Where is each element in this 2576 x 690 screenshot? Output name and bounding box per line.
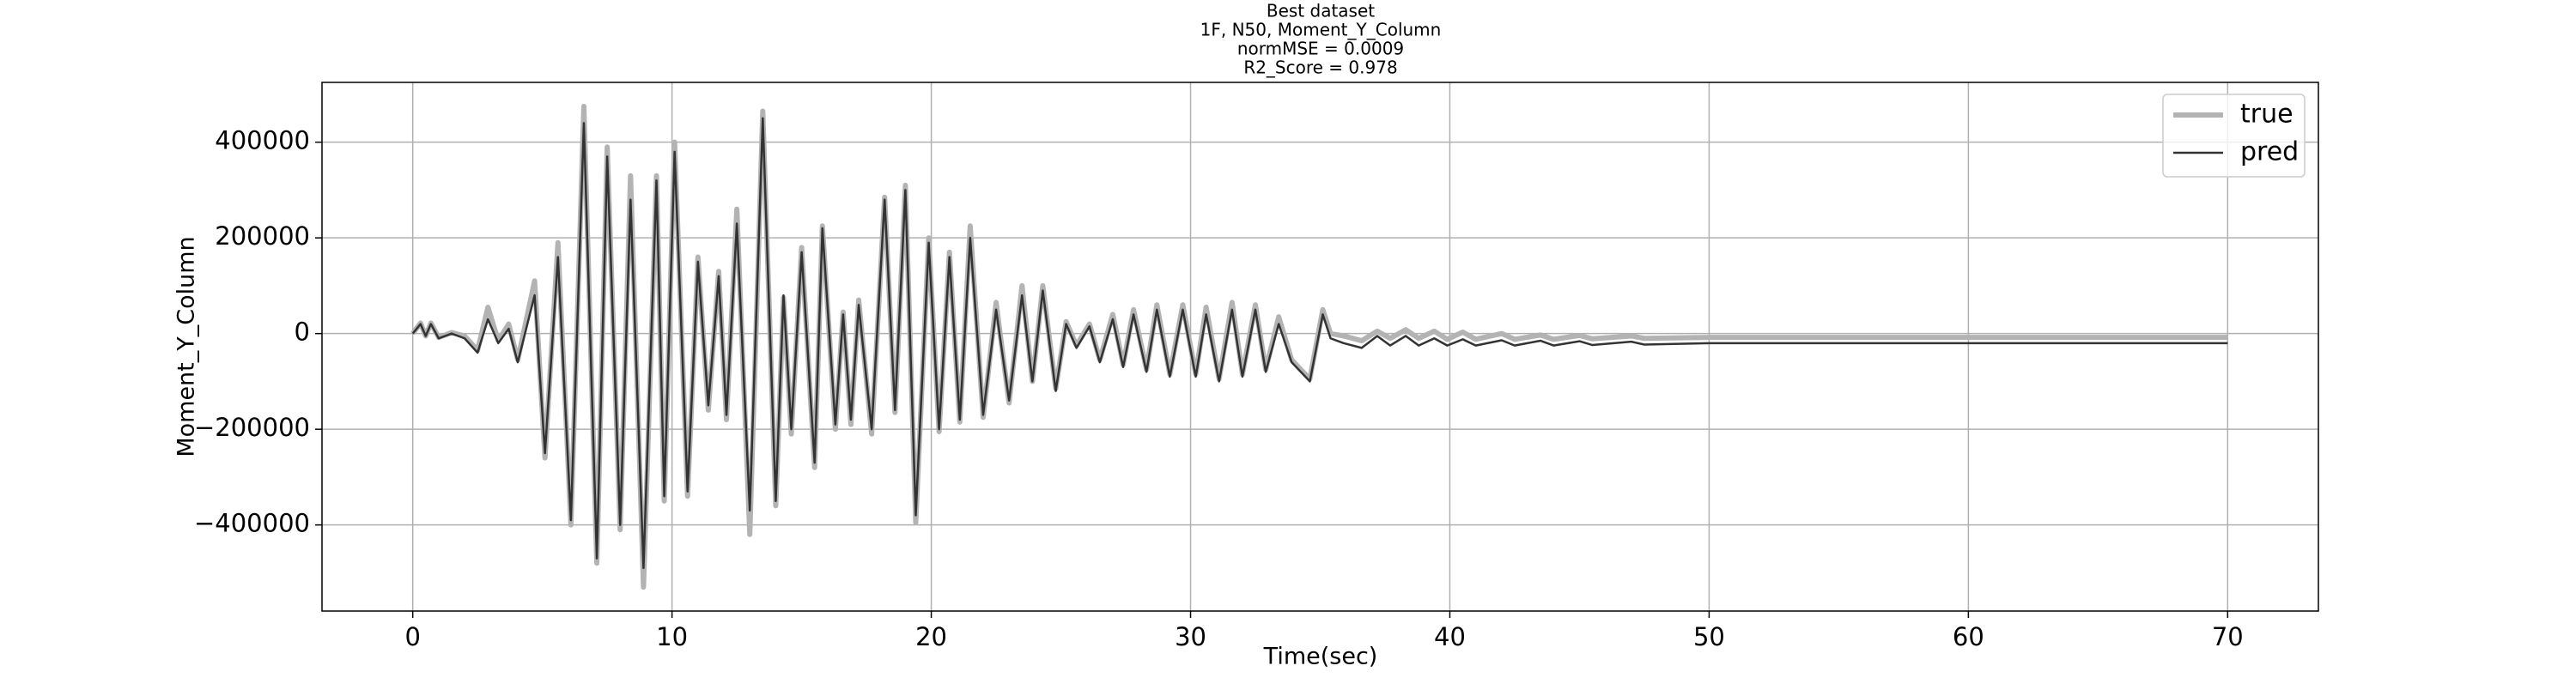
x-tick-label: 10 <box>656 622 688 651</box>
series-line <box>410 103 2228 590</box>
x-tick-label: 0 <box>404 622 420 651</box>
x-tick-label: 60 <box>1953 622 1984 651</box>
y-tick-label: 200000 <box>215 221 310 251</box>
y-axis-label: Moment_Y_Column <box>173 236 200 457</box>
chart-subtitle: 1F, N50, Moment_Y_Column <box>1200 20 1442 40</box>
x-tick-label: 20 <box>915 622 947 651</box>
y-tick-label: −400000 <box>194 509 310 538</box>
series-line <box>411 117 2228 570</box>
x-tick-label: 30 <box>1175 622 1206 651</box>
x-tick-label: 50 <box>1693 622 1725 651</box>
y-tick-label: 0 <box>295 318 310 347</box>
chart-subtitle: R2_Score = 0.978 <box>1243 58 1397 78</box>
x-axis-label: Time(sec) <box>1263 644 1378 670</box>
x-tick-label: 70 <box>2212 622 2244 651</box>
y-tick-label: 400000 <box>215 126 310 155</box>
x-tick-label: 40 <box>1434 622 1466 651</box>
legend-label: true <box>2240 100 2293 130</box>
plot-frame <box>321 82 2319 612</box>
chart-title: Best dataset <box>1267 1 1375 21</box>
y-tick-label: −200000 <box>194 413 310 442</box>
legend-label: pred <box>2240 137 2299 167</box>
chart-subtitle: normMSE = 0.0009 <box>1237 39 1404 59</box>
